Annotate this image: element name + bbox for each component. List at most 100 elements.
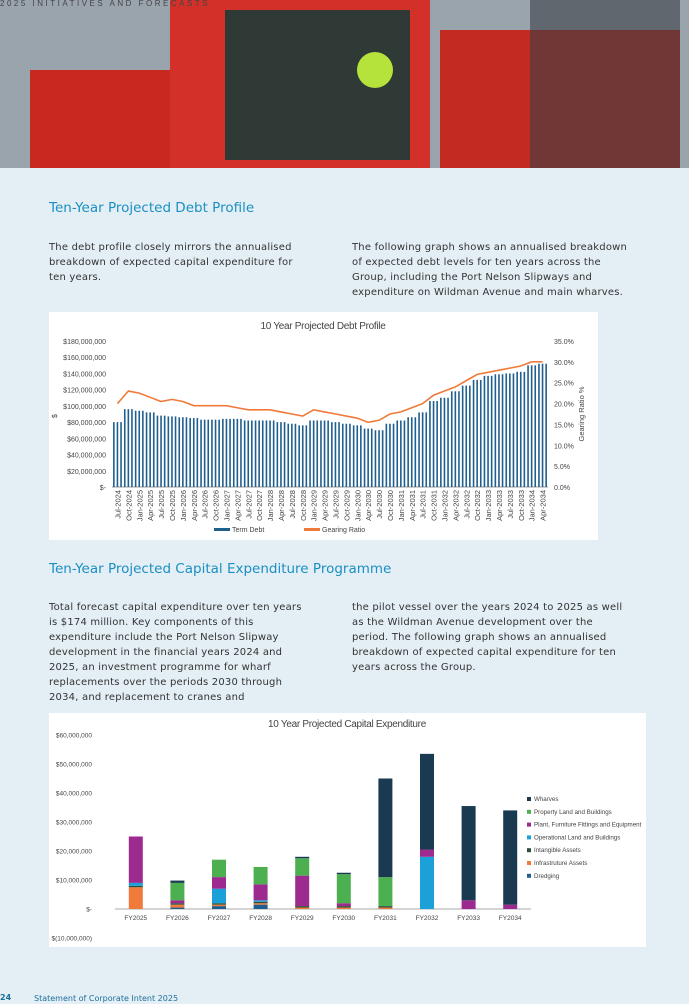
x-tick-label: Apr-2033 xyxy=(495,490,504,521)
capex-bar xyxy=(295,875,310,907)
debt-bar xyxy=(229,418,231,487)
debt-bar xyxy=(276,422,279,487)
debt-bar xyxy=(418,412,420,487)
debt-bar xyxy=(127,409,130,487)
debt-bar xyxy=(309,420,311,487)
debt-bar xyxy=(370,428,373,487)
debt-bar xyxy=(509,373,511,487)
section-title: Ten-Year Projected Debt Profile xyxy=(49,200,255,216)
y-tick-label: $- xyxy=(100,485,107,492)
capex-bar xyxy=(253,866,268,885)
debt-bar xyxy=(425,412,428,487)
debt-bar xyxy=(498,374,500,487)
debt-bar xyxy=(207,419,210,487)
debt-bar xyxy=(367,428,369,487)
x-tick-label: Apr-2029 xyxy=(321,490,330,521)
capex-bar xyxy=(170,882,185,901)
debt-bar xyxy=(352,425,355,487)
paragraph: the pilot vessel over the years 2024 to … xyxy=(352,602,623,673)
debt-bar xyxy=(432,401,435,487)
debt-bar xyxy=(258,420,260,487)
capex-bar xyxy=(503,904,518,909)
debt-bar xyxy=(287,423,290,487)
legend-label: Gearing Ratio xyxy=(322,527,365,534)
debt-bar xyxy=(149,412,151,487)
hero-photo: 2025 INITIATIVES AND FORECASTS xyxy=(0,0,689,168)
y-tick-label: $- xyxy=(86,907,92,914)
capex-bar xyxy=(128,887,143,909)
x-tick-label: FY2031 xyxy=(374,915,397,922)
debt-bar xyxy=(265,420,268,487)
chart-title: 10 Year Projected Capital Expenditure xyxy=(268,719,427,730)
debt-bar xyxy=(283,422,286,487)
capex-bar xyxy=(170,900,185,904)
capex-chart: 10 Year Projected Capital Expenditure $(1… xyxy=(49,713,646,947)
x-tick-label: Jul-2029 xyxy=(331,490,340,519)
debt-bar xyxy=(298,425,300,487)
y2-tick-label: 5.0% xyxy=(554,464,570,471)
x-tick-label: Oct-2026 xyxy=(212,490,221,521)
y-tick-label: $140,000,000 xyxy=(63,371,106,378)
x-tick-label: Jul-2028 xyxy=(288,490,297,519)
debt-bar xyxy=(280,422,282,487)
debt-bar xyxy=(316,420,319,487)
debt-bar xyxy=(385,423,388,487)
capex-bar xyxy=(212,904,226,907)
capex-bar xyxy=(420,753,434,850)
page-number: 24 xyxy=(0,993,12,1002)
debt-bar xyxy=(479,379,482,487)
debt-bar xyxy=(389,423,391,487)
debt-bar xyxy=(356,425,359,487)
debt-bar xyxy=(414,417,417,487)
debt-bar xyxy=(403,420,406,487)
debt-bar xyxy=(240,418,242,487)
x-tick-label: Oct-2025 xyxy=(168,490,177,521)
debt-bar xyxy=(378,430,380,487)
x-tick-label: Jan-2032 xyxy=(440,490,449,521)
debt-bar xyxy=(381,430,384,487)
debt-bar xyxy=(261,420,264,487)
debt-bar xyxy=(349,423,351,487)
y-tick-label: $180,000,000 xyxy=(63,339,106,346)
y-tick-label: $120,000,000 xyxy=(63,388,106,395)
capex-bar xyxy=(253,903,268,905)
capex-bar xyxy=(295,906,310,908)
x-tick-label: Oct-2031 xyxy=(430,490,439,521)
x-tick-label: Apr-2025 xyxy=(146,490,155,521)
capex-bar xyxy=(253,884,268,901)
debt-bar xyxy=(410,417,413,487)
paragraph: Total forecast capital expenditure over … xyxy=(49,602,302,703)
legend-swatch xyxy=(527,835,531,840)
capex-bar xyxy=(295,858,310,876)
debt-bar xyxy=(505,373,508,487)
debt-bar xyxy=(443,397,446,487)
x-tick-label: Apr-2032 xyxy=(451,490,460,521)
legend-label: Plant, Furniture Fittings and Equipment xyxy=(534,822,642,829)
capex-bar xyxy=(378,906,393,908)
debt-bar xyxy=(156,415,159,487)
capex-bar xyxy=(170,904,185,908)
capex-bar xyxy=(336,872,351,875)
capex-bar xyxy=(420,856,434,909)
y2-axis-label: Gearing Ratio % xyxy=(577,386,586,441)
capex-bar xyxy=(461,900,476,909)
x-tick-label: FY2033 xyxy=(457,915,480,922)
y-tick-label: $20,000,000 xyxy=(56,849,93,856)
debt-bar xyxy=(487,375,489,487)
debt-bar xyxy=(211,419,213,487)
debt-bar xyxy=(142,410,144,487)
capex-bar xyxy=(170,880,185,883)
legend-swatch xyxy=(527,873,531,878)
y2-tick-label: 30.0% xyxy=(554,360,574,367)
debt-bar xyxy=(167,416,170,487)
x-tick-label: Apr-2030 xyxy=(364,490,373,521)
debt-bar xyxy=(251,420,253,487)
capex-bar xyxy=(212,859,226,878)
legend-label: Operational Land and Buildings xyxy=(534,834,620,841)
x-tick-label: FY2030 xyxy=(332,915,355,922)
x-tick-label: Oct-2032 xyxy=(473,490,482,521)
capex-bar xyxy=(378,877,393,907)
debt-bar xyxy=(400,420,402,487)
debt-bar xyxy=(421,412,424,487)
debt-bar xyxy=(490,375,493,487)
